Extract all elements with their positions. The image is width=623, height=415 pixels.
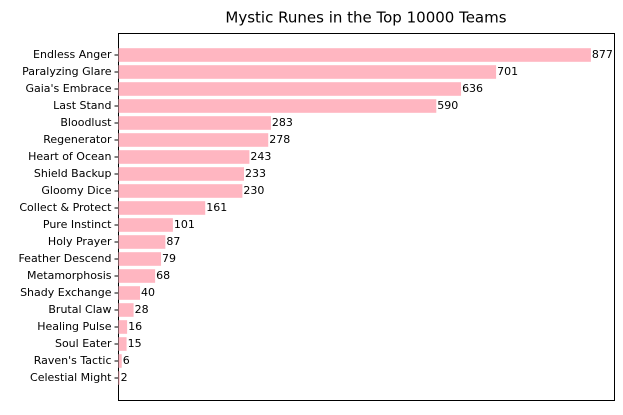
y-tick-label: Soul Eater bbox=[55, 337, 112, 350]
bar bbox=[118, 48, 591, 62]
bar bbox=[118, 65, 497, 79]
value-label: 590 bbox=[437, 99, 458, 112]
bar bbox=[118, 354, 122, 368]
value-label: 101 bbox=[174, 218, 195, 231]
value-label: 15 bbox=[128, 337, 142, 350]
y-tick-label: Bloodlust bbox=[60, 116, 112, 129]
value-label: 79 bbox=[162, 252, 176, 265]
bar bbox=[118, 184, 243, 198]
y-tick-label: Holy Prayer bbox=[48, 235, 112, 248]
value-label: 28 bbox=[135, 303, 149, 316]
y-tick-label: Pure Instinct bbox=[43, 218, 112, 231]
y-tick-label: Collect & Protect bbox=[19, 201, 112, 214]
bar bbox=[118, 116, 271, 130]
y-tick-label: Metamorphosis bbox=[27, 269, 112, 282]
y-tick-label: Endless Anger bbox=[33, 48, 112, 61]
bar bbox=[118, 320, 128, 334]
bar bbox=[118, 201, 206, 215]
chart-title: Mystic Runes in the Top 10000 Teams bbox=[225, 9, 506, 27]
y-tick-label: Raven's Tactic bbox=[34, 354, 112, 367]
bar bbox=[118, 337, 127, 351]
bar bbox=[118, 252, 162, 266]
value-label: 161 bbox=[206, 201, 227, 214]
bar bbox=[118, 150, 250, 164]
y-tick-label: Feather Descend bbox=[18, 252, 111, 265]
value-label: 278 bbox=[269, 133, 290, 146]
y-tick-label: Brutal Claw bbox=[48, 303, 111, 316]
value-label: 2 bbox=[121, 371, 128, 384]
bar bbox=[118, 269, 156, 283]
value-label: 6 bbox=[123, 354, 130, 367]
y-tick-label: Healing Pulse bbox=[37, 320, 112, 333]
bar bbox=[118, 133, 269, 147]
y-tick-label: Celestial Might bbox=[30, 371, 112, 384]
value-label: 230 bbox=[243, 184, 264, 197]
y-tick-label: Shield Backup bbox=[34, 167, 112, 180]
value-label: 40 bbox=[141, 286, 155, 299]
bar bbox=[118, 235, 166, 249]
value-label: 68 bbox=[156, 269, 170, 282]
value-label: 243 bbox=[250, 150, 271, 163]
bar bbox=[118, 82, 462, 96]
value-label: 877 bbox=[592, 48, 613, 61]
bar bbox=[118, 303, 134, 317]
value-label: 16 bbox=[128, 320, 142, 333]
bar bbox=[118, 286, 141, 300]
y-tick-label: Regenerator bbox=[43, 133, 112, 146]
y-tick-label: Gaia's Embrace bbox=[25, 82, 111, 95]
y-tick-label: Last Stand bbox=[53, 99, 111, 112]
value-label: 636 bbox=[462, 82, 483, 95]
y-tick-label: Heart of Ocean bbox=[28, 150, 111, 163]
bar bbox=[118, 99, 437, 113]
plot-frame bbox=[118, 33, 615, 401]
y-tick-label: Paralyzing Glare bbox=[22, 65, 112, 78]
value-label: 233 bbox=[245, 167, 266, 180]
y-tick-label: Gloomy Dice bbox=[41, 184, 111, 197]
bar bbox=[118, 371, 120, 385]
y-tick-label: Shady Exchange bbox=[20, 286, 112, 299]
bar bbox=[118, 167, 245, 181]
value-label: 701 bbox=[497, 65, 518, 78]
bar bbox=[118, 218, 173, 232]
value-label: 283 bbox=[272, 116, 293, 129]
value-label: 87 bbox=[166, 235, 180, 248]
